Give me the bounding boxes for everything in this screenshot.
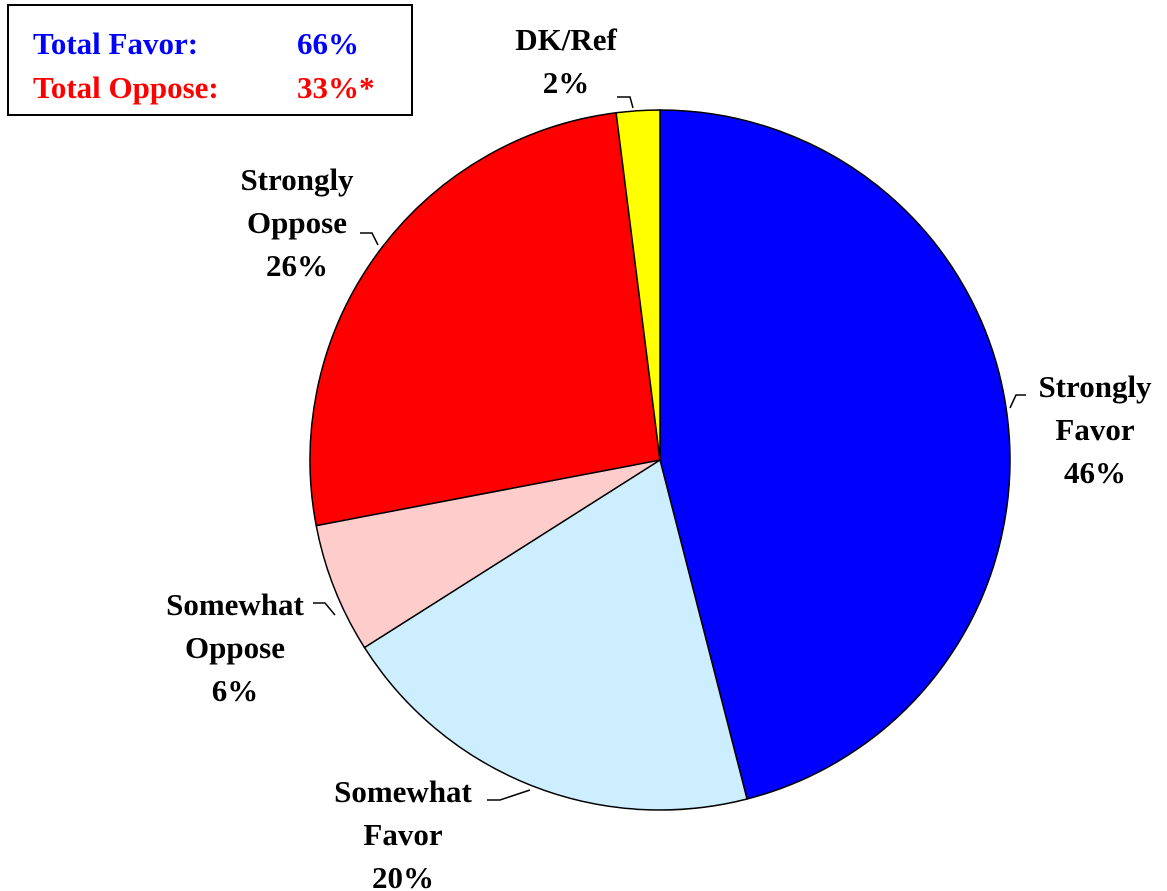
category-label: Somewhat Favor <box>334 774 472 852</box>
category-label: DK/Ref <box>515 22 617 57</box>
pie-slice <box>659 109 1011 800</box>
slice-label: DK/Ref 2% <box>515 18 617 104</box>
summary-value: 33%* <box>297 70 375 105</box>
pie-slice <box>315 459 661 649</box>
category-label: Strongly Favor <box>1038 369 1152 447</box>
leader-line <box>617 96 634 109</box>
summary-label: Total Oppose: <box>33 70 219 105</box>
slice-label: Somewhat Favor 20% <box>334 770 472 891</box>
value-label: 20% <box>372 860 434 891</box>
summary-value: 66% <box>297 26 359 61</box>
slice-label: Strongly Oppose 26% <box>240 158 353 287</box>
pie-slice <box>363 458 748 811</box>
value-label: 2% <box>542 65 590 100</box>
summary-label: Total Favor: <box>33 26 199 61</box>
leader-lines <box>313 96 1026 801</box>
value-label: 6% <box>211 673 259 708</box>
category-label: Strongly Oppose <box>240 162 354 240</box>
value-label: 26% <box>266 248 328 283</box>
leader-line <box>1009 394 1026 409</box>
slice-label: Strongly Favor 46% <box>1038 365 1151 494</box>
category-label: Somewhat Oppose <box>166 587 304 665</box>
slice-label: Somewhat Oppose 6% <box>166 583 304 712</box>
leader-line <box>487 789 531 801</box>
pie-slice <box>615 109 661 461</box>
pie-slice <box>309 111 661 527</box>
leader-line <box>360 232 379 246</box>
summary-box <box>7 4 413 116</box>
leader-line <box>313 602 336 616</box>
value-label: 46% <box>1064 455 1126 490</box>
